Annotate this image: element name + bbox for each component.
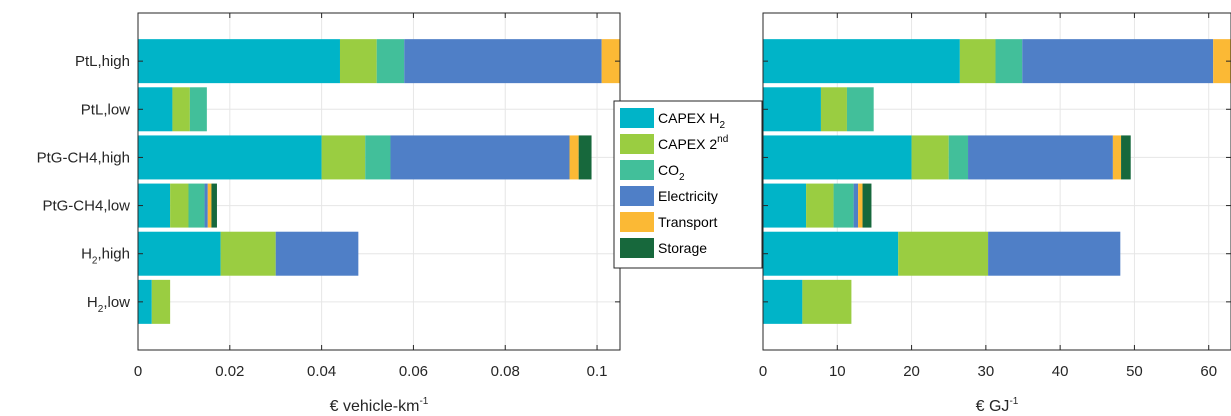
bar-segment-capex-h2 xyxy=(138,135,322,180)
legend: CAPEX H2 CAPEX 2nd CO2 Electricity Transport… xyxy=(613,100,763,269)
bar-segment-capex-2nd xyxy=(151,279,171,324)
legend-entry: Transport xyxy=(658,214,718,230)
category-label: PtL,low xyxy=(81,101,130,118)
legend-swatch xyxy=(620,160,654,180)
bar-segment-capex-2nd xyxy=(806,183,834,228)
x-tick-label: 30 xyxy=(978,363,995,380)
category-label: PtG-CH4,high xyxy=(37,149,130,166)
bar-segment-capex-2nd xyxy=(339,39,377,84)
bar-segment-capex-h2 xyxy=(138,183,171,228)
legend-entry: CAPEX H2 xyxy=(658,110,725,131)
bar-segment-transport xyxy=(1213,39,1231,84)
bar-segment-electricity xyxy=(390,135,570,180)
legend-entry: Storage xyxy=(658,240,707,256)
legend-swatch xyxy=(620,108,654,128)
axes-frame xyxy=(762,12,1231,351)
bar-segment-electricity xyxy=(968,135,1113,180)
bar-segment-capex-h2 xyxy=(138,87,173,132)
legend-entry: CO2 xyxy=(658,162,685,183)
x-tick-label: 20 xyxy=(903,363,920,380)
bar-segment-co2 xyxy=(188,183,205,228)
bar-segment-transport xyxy=(858,183,863,228)
bar-segment-capex-2nd xyxy=(911,135,949,180)
legend-swatch xyxy=(620,212,654,232)
x-tick-label: 0 xyxy=(759,363,767,380)
bar-segment-capex-h2 xyxy=(138,231,221,276)
category-label: PtL,high xyxy=(75,53,130,70)
bar-segment-electricity xyxy=(853,183,859,228)
bar-segment-storage xyxy=(211,183,217,228)
x-tick-label: 50 xyxy=(1126,363,1143,380)
bar-segment-capex-2nd xyxy=(898,231,989,276)
right-panel: 0 10 20 30 40 50 60 € GJ-1 xyxy=(759,12,1231,415)
bar-segment-capex-h2 xyxy=(763,183,807,228)
legend-swatch xyxy=(620,238,654,258)
bar-segment-transport xyxy=(207,183,212,228)
bar-segment-capex-h2 xyxy=(763,87,821,132)
legend-entry: CAPEX 2nd xyxy=(658,134,728,152)
bar-segment-capex-h2 xyxy=(763,231,899,276)
category-label: H2,low xyxy=(87,294,130,315)
category-labels: PtL,high PtL,low PtG-CH4,high PtG-CH4,low H2… xyxy=(37,53,131,315)
x-axis-label: € GJ-1 xyxy=(976,396,1019,415)
bar-segment-capex-2nd xyxy=(820,87,847,132)
bar-segment-transport xyxy=(569,135,579,180)
x-tick-label: 0 xyxy=(134,363,142,380)
bar-segment-electricity xyxy=(988,231,1121,276)
legend-swatch xyxy=(620,134,654,154)
legend-swatch xyxy=(620,186,654,206)
bar-segment-capex-2nd xyxy=(321,135,366,180)
left-panel: 0 0.02 0.04 0.06 0.08 0.1 € vehicle-km-1 xyxy=(134,12,621,415)
bar-segment-capex-2nd xyxy=(172,87,190,132)
bar-segment-co2 xyxy=(846,87,874,132)
category-label: PtG-CH4,low xyxy=(42,198,130,215)
x-tick-label: 60 xyxy=(1200,363,1217,380)
bar-segment-transport xyxy=(1112,135,1122,180)
bar-segment-electricity xyxy=(1022,39,1214,84)
x-tick-label: 0.04 xyxy=(307,363,336,380)
bar-segment-electricity xyxy=(404,39,602,84)
bar-segment-co2 xyxy=(365,135,391,180)
x-tick-label: 40 xyxy=(1052,363,1069,380)
bar-segment-capex-2nd xyxy=(170,183,189,228)
x-tick-label: 0.02 xyxy=(215,363,244,380)
bar-segment-electricity xyxy=(204,183,208,228)
bar-segment-co2 xyxy=(995,39,1023,84)
bar-segment-storage xyxy=(1121,135,1131,180)
bar-segment-transport xyxy=(601,39,620,84)
legend-entry: Electricity xyxy=(658,188,718,204)
bar-segment-co2 xyxy=(948,135,969,180)
bar-segment-capex-h2 xyxy=(138,279,152,324)
x-tick-label: 0.1 xyxy=(587,363,608,380)
bar-segment-capex-h2 xyxy=(763,135,912,180)
x-tick-label: 10 xyxy=(829,363,846,380)
bar-segment-capex-2nd xyxy=(802,279,852,324)
bar-segment-co2 xyxy=(376,39,405,84)
category-label: H2,high xyxy=(81,246,130,267)
x-tick-label: 0.06 xyxy=(399,363,428,380)
bar-segment-storage xyxy=(578,135,592,180)
bar-segment-capex-h2 xyxy=(763,279,803,324)
bar-segment-capex-h2 xyxy=(763,39,960,84)
bar-segment-electricity xyxy=(275,231,359,276)
bar-segment-co2 xyxy=(833,183,854,228)
bar-segment-capex-2nd xyxy=(220,231,276,276)
x-axis-label: € vehicle-km-1 xyxy=(330,396,429,415)
bar-segment-storage xyxy=(862,183,872,228)
x-tick-label: 0.08 xyxy=(491,363,520,380)
bar-segment-capex-2nd xyxy=(959,39,996,84)
bar-segment-co2 xyxy=(189,87,207,132)
bar-segment-capex-h2 xyxy=(138,39,340,84)
